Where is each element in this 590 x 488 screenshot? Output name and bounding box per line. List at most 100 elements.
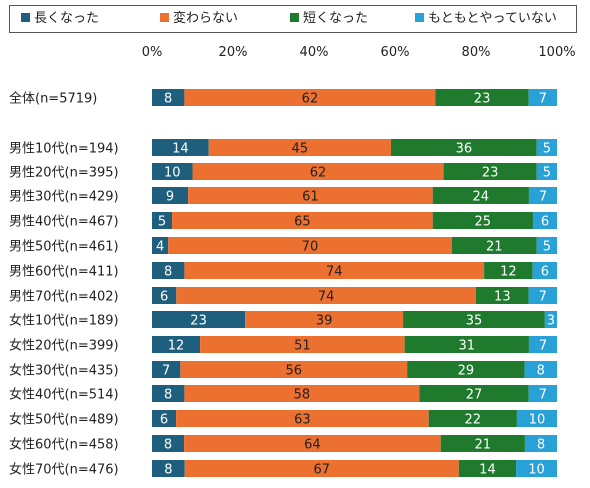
data-label: 7: [539, 190, 547, 205]
category-label: 男性30代(n=429): [9, 190, 119, 205]
bar-segment: [528, 385, 557, 402]
data-label: 12: [168, 339, 185, 354]
data-label: 8: [537, 438, 545, 453]
data-label: 7: [162, 364, 170, 379]
data-label: 6: [160, 413, 168, 428]
category-label: 女性60代(n=458): [9, 437, 119, 453]
data-label: 62: [302, 92, 319, 107]
bar-segment: [524, 361, 557, 378]
category-label: 女性30代(n=435): [9, 363, 119, 379]
bar-segment: [528, 336, 557, 353]
data-label: 5: [158, 215, 166, 230]
bar-segment: [484, 262, 533, 279]
category-label: 女性10代(n=189): [9, 313, 119, 329]
x-tick-label: 60%: [381, 45, 410, 60]
bar-segment: [532, 262, 557, 279]
bar-segment: [184, 385, 420, 402]
bar-segment: [440, 435, 525, 452]
bar-segment: [152, 336, 201, 353]
bar-segment: [152, 410, 177, 427]
bar-segment: [524, 435, 557, 452]
category-label: 男性60代(n=411): [9, 265, 119, 280]
bar-segment: [208, 139, 391, 156]
data-label: 23: [190, 314, 207, 329]
category-label: 女性20代(n=399): [9, 338, 119, 354]
bar-segment: [516, 460, 557, 477]
bar-segment: [458, 460, 517, 477]
bar-segment: [172, 212, 433, 229]
bar-segment: [152, 311, 246, 328]
bar-segment: [188, 187, 433, 204]
category-label: 男性40代(n=467): [9, 215, 119, 230]
legend-item-2: 変わらない: [160, 11, 238, 27]
data-label: 23: [482, 166, 499, 181]
bar-segment: [428, 410, 517, 427]
category-label: 女性50代(n=489): [9, 412, 119, 428]
data-label: 14: [479, 463, 496, 478]
legend-swatch-2: [160, 13, 169, 22]
x-tick-label: 40%: [300, 45, 329, 60]
data-label: 31: [459, 339, 476, 354]
category-label: 男性20代(n=395): [9, 166, 119, 181]
data-label: 65: [294, 215, 311, 230]
data-label: 12: [500, 265, 517, 280]
bar-segment: [152, 139, 209, 156]
data-label: 13: [494, 290, 511, 305]
bar-segment: [180, 361, 408, 378]
data-label: 7: [539, 290, 547, 305]
data-label: 29: [458, 364, 475, 379]
data-label: 27: [466, 388, 483, 403]
data-label: 25: [475, 215, 492, 230]
bar-segment: [184, 89, 436, 106]
legend-swatch-4: [415, 13, 424, 22]
data-label: 35: [466, 314, 483, 329]
legend-swatch-1: [21, 13, 30, 22]
x-tick-label: 20%: [219, 45, 248, 60]
data-label: 4: [156, 240, 164, 255]
category-label: 男性50代(n=461): [9, 240, 119, 255]
data-label: 8: [164, 463, 172, 478]
bar-segment: [152, 89, 185, 106]
chart-legend: 長くなった 変わらない 短くなった もともとやっていない: [9, 5, 577, 33]
bar-segment: [176, 410, 429, 427]
data-label: 8: [164, 388, 172, 403]
legend-item-1: 長くなった: [21, 11, 99, 27]
data-label: 70: [302, 240, 319, 255]
data-label: 45: [292, 142, 309, 157]
bar-segment: [443, 163, 537, 180]
category-label: 女性40代(n=514): [9, 387, 119, 403]
bar-segment: [152, 361, 181, 378]
bar-segment: [152, 287, 177, 304]
data-label: 67: [313, 463, 330, 478]
data-label: 5: [543, 142, 551, 157]
bar-segment: [152, 262, 185, 279]
legend-label-4: もともとやっていない: [428, 11, 557, 26]
bar-segment: [435, 89, 529, 106]
data-label: 14: [172, 142, 189, 157]
data-label: 21: [475, 438, 492, 453]
bar-segment: [184, 262, 485, 279]
x-tick-label: 0%: [142, 45, 163, 60]
data-label: 8: [537, 364, 545, 379]
data-label: 63: [294, 413, 311, 428]
data-label: 10: [528, 463, 545, 478]
data-label: 74: [318, 290, 335, 305]
category-label: 男性70代(n=402): [9, 290, 119, 305]
legend-label-2: 変わらない: [173, 11, 239, 26]
data-label: 5: [543, 166, 551, 181]
x-tick-label: 100%: [538, 45, 575, 60]
bar-segment: [152, 435, 185, 452]
bar-segment: [432, 187, 529, 204]
data-label: 36: [456, 142, 473, 157]
data-label: 74: [326, 265, 343, 280]
bar-segment: [532, 212, 557, 229]
data-label: 6: [160, 290, 168, 305]
bar-segment: [152, 237, 169, 254]
legend-swatch-3: [290, 13, 299, 22]
legend-label-1: 長くなった: [34, 11, 100, 26]
bar-segment: [528, 89, 557, 106]
data-label: 6: [541, 215, 549, 230]
bar-segment: [536, 163, 557, 180]
data-label: 5: [543, 240, 551, 255]
